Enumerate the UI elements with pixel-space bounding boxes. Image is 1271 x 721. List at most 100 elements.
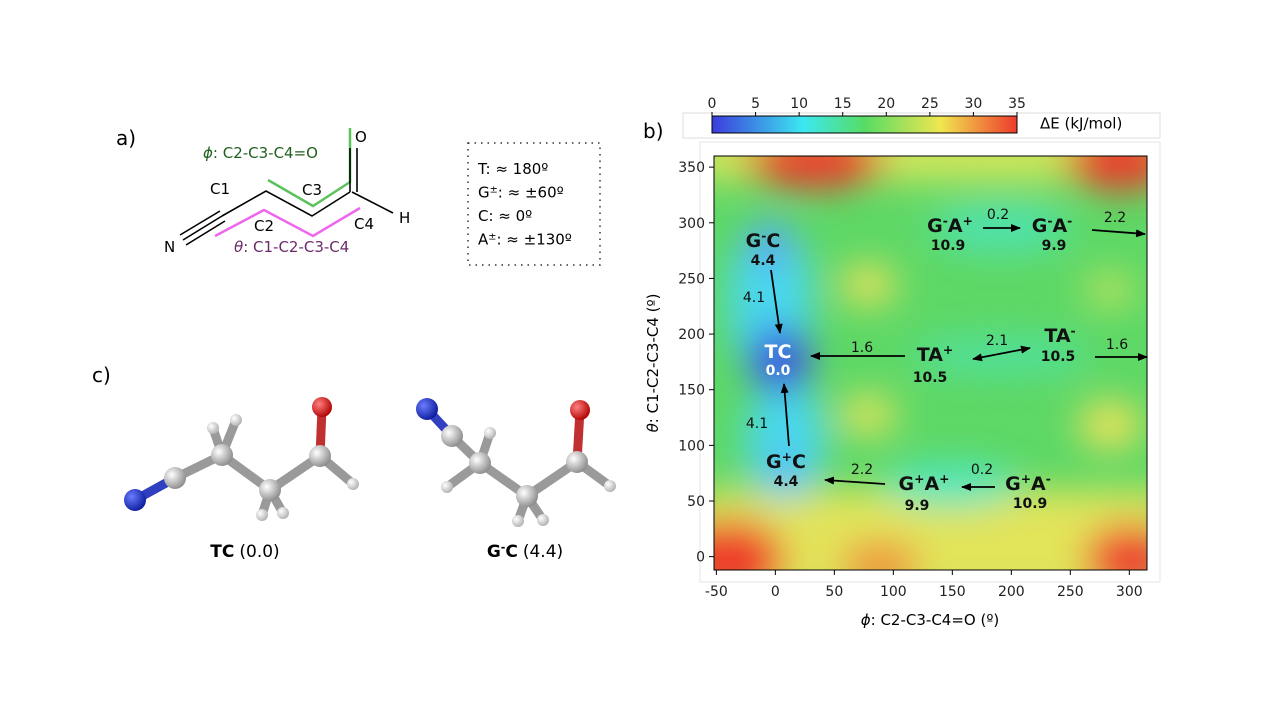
- y-tick-label: 350: [678, 160, 705, 176]
- x-tick-label: 200: [998, 584, 1025, 600]
- shape: [207, 422, 219, 434]
- state-energy: 4.4: [751, 253, 776, 269]
- label-part: G: [1005, 473, 1021, 495]
- molecule-tc: [124, 397, 359, 521]
- state-label: TA-: [1044, 324, 1075, 347]
- phi-label: ϕ: C2-C3-C4=O: [203, 144, 318, 162]
- shape: [840, 265, 896, 305]
- y-tick-label: 50: [687, 494, 705, 510]
- colorbar-label: ΔE (kJ/mol): [1040, 115, 1122, 133]
- panel-label: c): [92, 363, 111, 387]
- state-label: G-C: [746, 229, 781, 252]
- label-part: G: [746, 230, 762, 252]
- shape: [763, 452, 807, 488]
- energy-map: [714, 156, 1147, 570]
- colorbar-tick-label: 0: [708, 96, 717, 112]
- superscript: -: [761, 229, 766, 243]
- label-part: A: [1031, 473, 1046, 495]
- shape: [516, 485, 538, 507]
- barrier-label: 0.2: [987, 207, 1009, 223]
- x-tick-label: 150: [939, 584, 966, 600]
- legend-entry: A±: ≈ ±130º: [478, 231, 572, 249]
- state-energy: 9.9: [905, 498, 930, 514]
- barrier-label: 0.2: [971, 462, 993, 478]
- text-part: : C2-C3-C4=O (º): [871, 611, 1000, 629]
- axes: -50 0 50 100 150 200 250 300 0 50 100 150 200 250 300 3…: [678, 160, 1142, 600]
- label-part: A: [948, 215, 963, 237]
- shape: [880, 463, 1020, 507]
- barrier-label: 1.6: [851, 340, 873, 356]
- legend-key: C: [478, 207, 488, 225]
- arrows: [770, 224, 1148, 491]
- molecule-gc: [416, 398, 616, 527]
- legend-key: A±: [478, 231, 496, 249]
- atom-label: O: [355, 128, 367, 146]
- text-part: TC: [210, 542, 234, 562]
- y-tick-label: 250: [678, 271, 705, 287]
- x-tick-label: 100: [880, 584, 907, 600]
- superscript: -: [1047, 214, 1052, 228]
- shape: [211, 444, 233, 466]
- state-label: G-A+: [927, 214, 973, 237]
- state-label: G+C: [766, 450, 806, 473]
- superscript: ±: [488, 231, 496, 242]
- shape: [604, 480, 616, 492]
- legend-entry: G±: ≈ ±60º: [478, 184, 564, 202]
- label-part: TC: [765, 341, 792, 363]
- shape: [185, 220, 226, 246]
- shape: [566, 451, 588, 473]
- label-part: G: [1032, 215, 1048, 237]
- shape: [780, 383, 790, 447]
- state-label: G-A-: [1032, 214, 1073, 237]
- shape: [312, 397, 332, 417]
- legend-entry: T: ≈ 180º: [477, 160, 548, 178]
- shape: [570, 400, 590, 420]
- state-energy: 4.4: [774, 474, 799, 490]
- label-part: C: [792, 451, 806, 473]
- legend-entry: C: ≈ 0º: [478, 207, 532, 225]
- colorbar-tick-label: 5: [751, 96, 760, 112]
- colorbar-tick-label: 10: [790, 96, 808, 112]
- legend-text: : ≈ ±130º: [496, 231, 571, 249]
- superscript: -: [501, 541, 506, 554]
- legend-text: : ≈ 0º: [488, 207, 532, 225]
- state-energy: 9.9: [1042, 238, 1067, 254]
- shape: [1085, 525, 1147, 570]
- label-part: C: [766, 230, 780, 252]
- superscript: +: [963, 214, 973, 228]
- label-part: C: [478, 207, 488, 225]
- panel-label: b): [643, 119, 664, 143]
- atom-label: C3: [302, 181, 322, 199]
- legend-text: : ≈ ±60º: [498, 184, 564, 202]
- label-part: T: [477, 160, 488, 178]
- y-tick-label: 150: [678, 383, 705, 399]
- x-tick-label: -50: [705, 584, 728, 600]
- shape: [745, 156, 885, 188]
- shape: [1065, 156, 1147, 190]
- shape: [182, 215, 223, 241]
- shape: [124, 489, 146, 511]
- structure: [179, 148, 394, 246]
- shape: [230, 414, 242, 426]
- theta-highlight: [214, 206, 361, 238]
- x-tick-label: 250: [1057, 584, 1084, 600]
- superscript: +: [939, 472, 949, 486]
- barrier-label: 2.2: [1104, 210, 1126, 226]
- legend-text: : ≈ 180º: [486, 160, 549, 178]
- shape: [748, 326, 812, 394]
- barrier-label: 4.1: [743, 290, 765, 306]
- superscript: +: [914, 472, 924, 486]
- atom-label: N: [164, 238, 175, 256]
- shape: 0 5 10 15 20 25 30 35: [708, 96, 1026, 116]
- molecule-caption: G-C (4.4): [487, 541, 563, 563]
- label-part: G: [927, 215, 943, 237]
- atom-label: C4: [354, 215, 374, 233]
- shape: [746, 221, 794, 269]
- barrier-label: 1.6: [1106, 337, 1128, 353]
- text-part: (4.4): [523, 542, 563, 562]
- panel-label: a): [116, 126, 136, 150]
- legend: T: ≈ 180º G±: ≈ ±60º C: ≈ 0º A±: ≈ ±130º: [477, 160, 572, 249]
- x-axis-title: ϕ: C2-C3-C4=O (º): [861, 611, 1000, 629]
- shape: [537, 514, 549, 526]
